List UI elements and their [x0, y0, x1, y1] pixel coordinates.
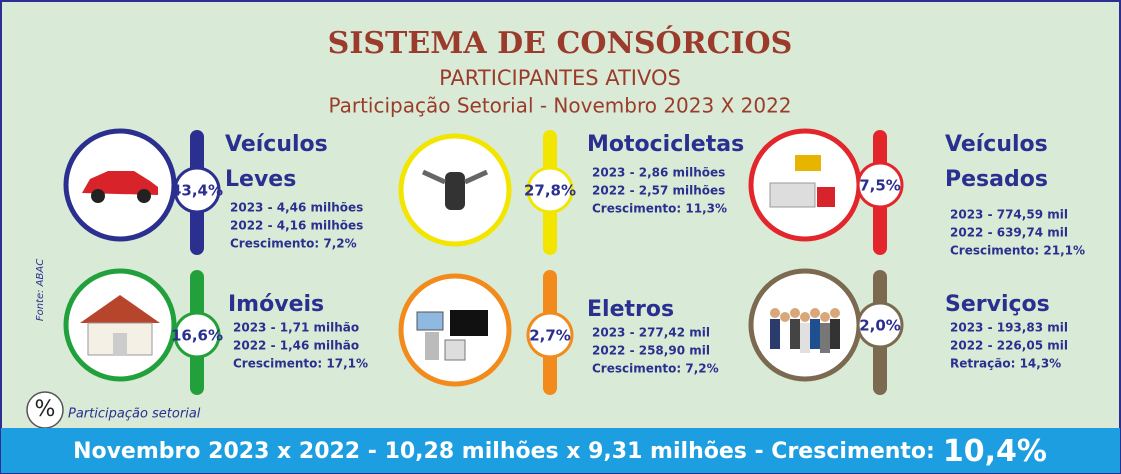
moto-icon [445, 172, 465, 210]
handlebar [421, 169, 489, 185]
person-body [820, 323, 830, 353]
car-icon [82, 171, 158, 195]
share: 16,6% [171, 327, 223, 345]
sector-name: Pesados [945, 167, 1048, 192]
share: 7,5% [859, 177, 901, 195]
title: SISTEMA DE CONSÓRCIOS [328, 25, 793, 61]
sector-line: Crescimento: 7,2% [592, 362, 719, 376]
share: 2,0% [859, 317, 901, 335]
sector-name: Serviços [945, 292, 1050, 317]
person-head [830, 308, 840, 318]
sector-name: Imóveis [228, 292, 324, 317]
wheel [137, 189, 151, 203]
washer [444, 339, 466, 361]
share: 43,4% [171, 182, 223, 200]
sector-name: Leves [225, 167, 296, 192]
person-head [790, 308, 800, 318]
sector-line: 2022 - 258,90 mil [592, 344, 710, 358]
sector-line: 2023 - 277,42 mil [592, 326, 710, 340]
legend-label: Participação setorial [68, 407, 201, 422]
share-circle [856, 161, 904, 209]
person-body [790, 319, 800, 349]
share-circle [173, 311, 221, 359]
tractor [795, 155, 821, 171]
house-roof [80, 295, 160, 323]
sector-name: Veículos [945, 132, 1048, 157]
share-circle [856, 301, 904, 349]
person-body [770, 319, 780, 349]
sector-line: 2023 - 774,59 mil [950, 208, 1068, 222]
sector-line: 2022 - 226,05 mil [950, 339, 1068, 353]
sector-line: 2023 - 1,71 milhão [233, 321, 359, 335]
footer: Novembro 2023 x 2022 - 10,28 milhões x 9… [73, 434, 1047, 469]
footer-text: Novembro 2023 x 2022 - 10,28 milhões x 9… [73, 439, 935, 464]
person-body [800, 323, 810, 353]
legend-symbol: % [35, 397, 56, 422]
sector-line: 2022 - 639,74 mil [950, 226, 1068, 240]
sectors: 43,4% Veículos Leves 2023 - 4,46 milhões 202… [63, 128, 1085, 395]
period: Participação Setorial - Novembro 2023 X … [328, 94, 791, 118]
tv-icon [450, 310, 488, 336]
person-head [800, 312, 810, 322]
share-circle [173, 166, 221, 214]
sector-line: Crescimento: 7,2% [230, 237, 357, 251]
share: 27,8% [524, 182, 576, 200]
footer-highlight: 10,4% [943, 434, 1047, 469]
sector-name: Motocicletas [587, 132, 744, 157]
laptop [416, 311, 444, 331]
cab [817, 187, 835, 207]
person-body [830, 319, 840, 349]
sector-line: Crescimento: 21,1% [950, 244, 1085, 258]
sector-name: Eletros [587, 297, 674, 322]
truck-icon [769, 182, 816, 208]
person-head [770, 308, 780, 318]
sector-line: 2022 - 1,46 milhão [233, 339, 359, 353]
sector-line: 2023 - 4,46 milhões [230, 201, 363, 215]
person-head [780, 312, 790, 322]
sector-line: Crescimento: 17,1% [233, 357, 368, 371]
sector-line: 2023 - 193,83 mil [950, 321, 1068, 335]
person-body [810, 319, 820, 349]
sector-line: 2022 - 2,57 milhões [592, 184, 725, 198]
person-head [810, 308, 820, 318]
person-body [780, 323, 790, 353]
footer-banner [1, 428, 1120, 473]
door [113, 333, 127, 355]
sector-line: Retração: 14,3% [950, 357, 1061, 371]
sector-name: Veículos [225, 132, 328, 157]
source: Fonte: ABAC [35, 259, 46, 321]
sector-line: 2023 - 2,86 milhões [592, 166, 725, 180]
share-circle [526, 166, 574, 214]
person-head [820, 312, 830, 322]
fridge [425, 332, 439, 360]
wheel [91, 189, 105, 203]
share: 2,7% [529, 327, 571, 345]
subtitle: PARTICIPANTES ATIVOS [439, 66, 681, 90]
sector-line: 2022 - 4,16 milhões [230, 219, 363, 233]
sector-line: Crescimento: 11,3% [592, 202, 727, 216]
share-circle [526, 311, 574, 359]
